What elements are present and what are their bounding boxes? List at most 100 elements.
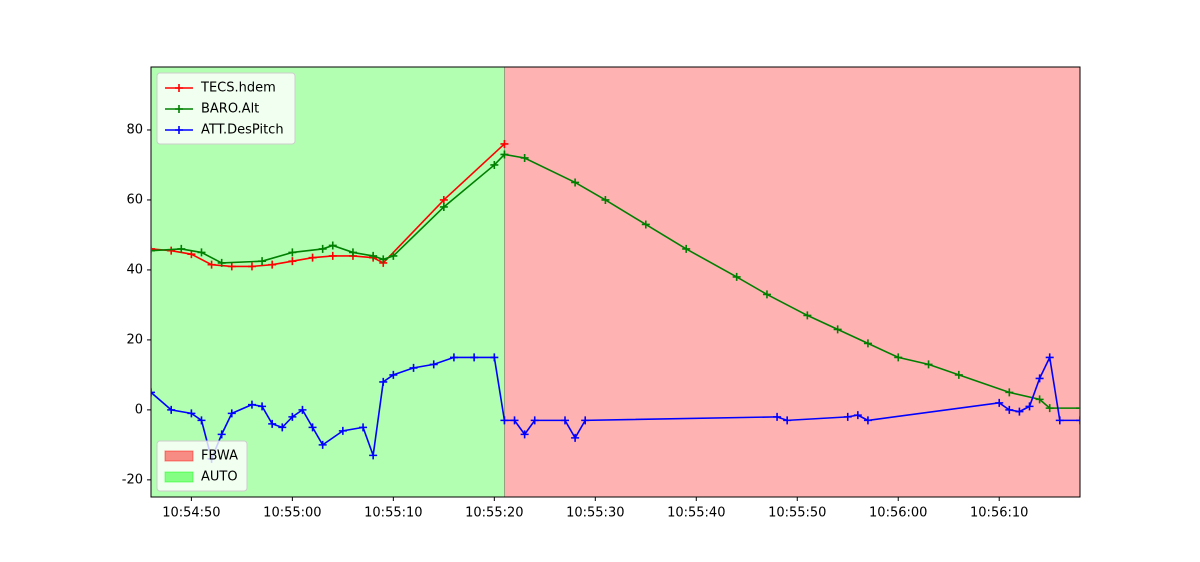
marker: [258, 257, 267, 266]
marker: [500, 416, 509, 425]
marker: [439, 202, 448, 211]
legend-marker: [175, 126, 183, 134]
marker: [520, 430, 529, 439]
series: [151, 139, 509, 271]
x-tick-label: 10:55:40: [667, 506, 725, 521]
marker: [348, 248, 357, 257]
marker: [1005, 405, 1014, 414]
marker: [151, 246, 155, 255]
marker: [151, 244, 155, 253]
x-tick-label: 10:54:50: [162, 506, 220, 521]
legend-label: BARO.Alt: [201, 102, 259, 117]
legend-label: FBWA: [201, 449, 238, 464]
marker: [338, 426, 347, 435]
marker: [773, 412, 782, 421]
marker: [500, 139, 509, 148]
marker: [894, 353, 903, 362]
legend-label: TECS.hdem: [200, 81, 276, 96]
series-line: [151, 153, 1080, 409]
x-tick-label: 10:56:10: [970, 506, 1028, 521]
marker: [151, 388, 155, 397]
marker: [207, 260, 216, 269]
marker: [500, 150, 509, 159]
marker: [379, 377, 388, 386]
marker: [187, 250, 196, 259]
marker: [530, 416, 539, 425]
marker: [227, 262, 236, 271]
marker: [863, 339, 872, 348]
y-tick-label: 60: [126, 192, 143, 207]
marker: [369, 251, 378, 260]
marker: [318, 244, 327, 253]
marker: [258, 402, 267, 411]
marker: [843, 412, 852, 421]
marker: [601, 195, 610, 204]
marker: [1045, 404, 1054, 413]
legend-patch: [164, 450, 194, 462]
y-tick-label: 0: [135, 402, 143, 417]
marker: [268, 419, 277, 428]
legend-box: [156, 440, 248, 492]
marker: [490, 160, 499, 169]
marker: [783, 416, 792, 425]
marker: [641, 220, 650, 229]
marker: [732, 272, 741, 281]
marker: [449, 353, 458, 362]
marker: [561, 416, 570, 425]
x-tick-label: 10:55:00: [263, 506, 321, 521]
marker: [177, 244, 186, 253]
marker: [581, 416, 590, 425]
marker: [954, 370, 963, 379]
series: [151, 150, 1080, 413]
x-tick-label: 10:55:30: [566, 506, 624, 521]
marker: [409, 363, 418, 372]
marker: [278, 423, 287, 432]
marker: [308, 253, 317, 262]
marker: [268, 260, 277, 269]
x-tick-label: 10:55:50: [768, 506, 826, 521]
marker: [571, 178, 580, 187]
marker: [490, 353, 499, 362]
series: [151, 353, 1080, 463]
marker: [520, 153, 529, 162]
marker: [197, 248, 206, 257]
marker: [217, 258, 226, 267]
marker: [288, 248, 297, 257]
legend-label: AUTO: [201, 470, 238, 485]
marker: [1035, 374, 1044, 383]
marker: [197, 416, 206, 425]
marker: [389, 370, 398, 379]
marker: [318, 440, 327, 449]
marker: [288, 412, 297, 421]
marker: [247, 400, 256, 409]
legend-box: [156, 72, 296, 145]
marker: [1076, 416, 1080, 425]
y-tick-label: 80: [126, 122, 143, 137]
marker: [359, 423, 368, 432]
y-tick-label: 20: [126, 332, 143, 347]
marker: [1025, 402, 1034, 411]
span: [504, 67, 1080, 497]
marker: [510, 416, 519, 425]
marker: [389, 251, 398, 260]
x-tick-label: 10:55:10: [364, 506, 422, 521]
marker: [1045, 353, 1054, 362]
marker: [863, 416, 872, 425]
marker: [167, 405, 176, 414]
marker: [308, 423, 317, 432]
marker: [1076, 404, 1080, 413]
marker: [288, 257, 297, 266]
marker: [853, 411, 862, 420]
legend-label: ATT.DesPitch: [201, 123, 284, 138]
marker: [762, 290, 771, 299]
marker: [833, 325, 842, 334]
marker: [379, 255, 388, 264]
marker: [571, 433, 580, 442]
marker: [682, 244, 691, 253]
marker: [187, 409, 196, 418]
marker: [328, 251, 337, 260]
marker: [1005, 388, 1014, 397]
marker: [1055, 416, 1064, 425]
marker: [995, 398, 1004, 407]
